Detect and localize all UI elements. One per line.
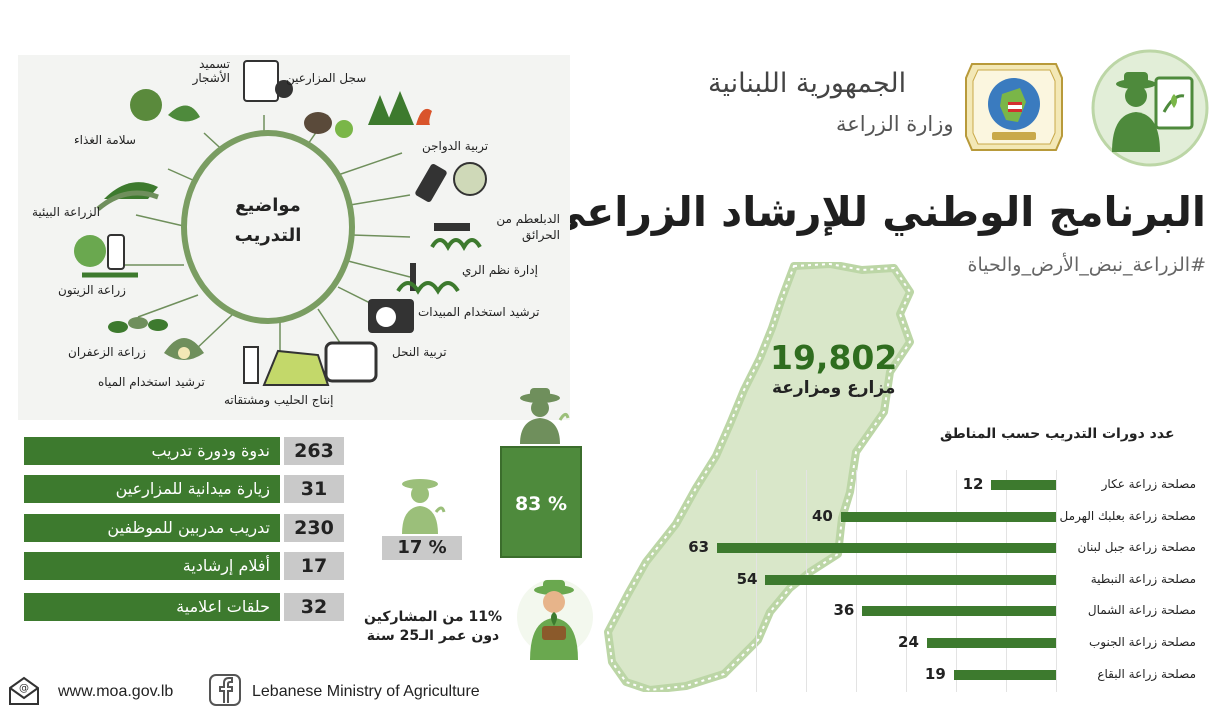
- youth-line1: 11% من المشاركين: [364, 609, 502, 625]
- topic-label: زراعة الزيتون: [58, 283, 126, 297]
- facebook-page-link[interactable]: Lebanese Ministry of Agriculture: [252, 683, 480, 700]
- chart-value-label: 12: [962, 475, 984, 493]
- topic-label: الزراعة البيئية: [32, 205, 101, 219]
- stat-value: 230: [284, 514, 344, 542]
- topic-label: ترشيد استخدام المبيدات: [418, 305, 540, 319]
- youth-line2: دون عمر الـ25 سنة: [366, 628, 500, 644]
- topic-label: إنتاج الحليب ومشتقاته: [224, 393, 334, 407]
- chart-bar: [840, 511, 1056, 522]
- stat-label: أفلام إرشادية: [24, 552, 280, 580]
- chart-value-label: 63: [688, 538, 710, 557]
- stat-value: 263: [284, 437, 344, 465]
- topic-label: زراعة الزعفران: [68, 345, 146, 359]
- ministry-name: وزارة الزراعة: [836, 112, 954, 136]
- stat-row: 230 تدريب مدربين للموظفين: [24, 514, 344, 542]
- young-farmer-icon: [516, 574, 594, 660]
- stat-label: زيارة ميدانية للمزارعين: [24, 475, 280, 503]
- stat-value: 17: [284, 552, 344, 580]
- regional-training-chart: 12 مصلحة زراعة عكار 40 مصلحة زراعة بعلبك ال…: [600, 470, 1226, 694]
- stat-label: حلقات اعلامية: [24, 593, 280, 621]
- youth-statistic: 11% من المشاركين دون عمر الـ25 سنة: [358, 608, 508, 646]
- stat-row: 32 حلقات اعلامية: [24, 593, 344, 621]
- chart-bar: [765, 574, 1056, 585]
- chart-bar: [717, 543, 1056, 554]
- stat-value: 31: [284, 475, 344, 503]
- chart-value-label: 54: [736, 569, 758, 588]
- training-topics-panel: مواضيع التدريب تسميد الأشجار سجل المزارع…: [18, 55, 570, 420]
- stat-label: تدريب مدربين للموظفين: [24, 514, 280, 542]
- lebanon-map: [604, 262, 914, 692]
- chart-category-label: مصلحة زراعة عكار: [1101, 477, 1196, 491]
- topics-center-line2: التدريب: [235, 225, 302, 246]
- female-percentage: 17 %: [382, 536, 462, 560]
- farmer-clipboard-icon: [1090, 48, 1210, 168]
- chart-value-label: 40: [811, 506, 833, 525]
- female-farmer-icon: [396, 472, 446, 534]
- republic-name: الجمهورية اللبنانية: [708, 68, 907, 99]
- chart-category-label: مصلحة زراعة جبل لبنان: [1077, 540, 1196, 555]
- email-icon[interactable]: @: [6, 674, 42, 708]
- topic-label: ترشيد استخدام المياه: [98, 375, 205, 389]
- chart-value-label: 19: [924, 664, 946, 683]
- topic-label: إدارة نظم الري: [462, 263, 538, 277]
- topic-label: تربية الدواجن: [422, 139, 489, 153]
- chart-gridline: [1056, 470, 1057, 692]
- topic-label: تربية النحل: [392, 345, 447, 359]
- chart-category-label: مصلحة زراعة بعلبك الهرمل: [1059, 508, 1196, 523]
- chart-bar: [926, 638, 1056, 648]
- male-farmer-icon: [512, 384, 570, 444]
- chart-value-label: 24: [898, 633, 919, 651]
- chart-bar: [991, 480, 1056, 490]
- chart-category-label: مصلحة زراعة الجنوب: [1089, 635, 1196, 649]
- page-title: البرنامج الوطني للإرشاد الزراعي: [544, 188, 1206, 236]
- chart-gridline: [756, 470, 757, 692]
- topic-label: الدبلعطم من الحرائق: [496, 212, 560, 242]
- chart-bar: [953, 669, 1056, 680]
- male-percentage: 83 %: [500, 446, 582, 558]
- topic-label: سلامة الغذاء: [74, 133, 136, 147]
- stat-value: 32: [284, 593, 344, 621]
- chart-category-label: مصلحة زراعة البقاع: [1097, 666, 1196, 681]
- ministry-emblem-icon: [962, 58, 1066, 156]
- hashtag: #الزراعة_نبض_الأرض_والحياة: [967, 254, 1207, 276]
- chart-category-label: مصلحة زراعة الشمال: [1087, 603, 1196, 618]
- topic-label: سجل المزارعين: [286, 71, 367, 85]
- chart-bar: [862, 606, 1056, 617]
- stat-label: ندوة ودورة تدريب: [24, 437, 280, 465]
- topics-center-line1: مواضيع: [235, 195, 301, 216]
- stat-row: 31 زيارة ميدانية للمزارعين: [24, 475, 344, 503]
- website-link[interactable]: www.moa.gov.lb: [58, 683, 174, 700]
- stat-row: 263 ندوة ودورة تدريب: [24, 437, 344, 465]
- chart-category-label: مصلحة زراعة النبطية: [1090, 571, 1196, 586]
- farmers-count: 19,802: [770, 338, 898, 377]
- stat-row: 17 أفلام إرشادية: [24, 552, 344, 580]
- chart-value-label: 36: [833, 601, 855, 620]
- facebook-icon[interactable]: [208, 673, 242, 707]
- svg-text:@: @: [19, 683, 29, 694]
- topic-label: تسميد الأشجار: [192, 57, 230, 85]
- topic-icons: [74, 60, 487, 386]
- chart-title: عدد دورات التدريب حسب المناطق: [940, 426, 1175, 442]
- farmers-label: مزارع ومزارعة: [772, 378, 896, 398]
- topics-wheel-diagram: مواضيع التدريب: [74, 60, 487, 386]
